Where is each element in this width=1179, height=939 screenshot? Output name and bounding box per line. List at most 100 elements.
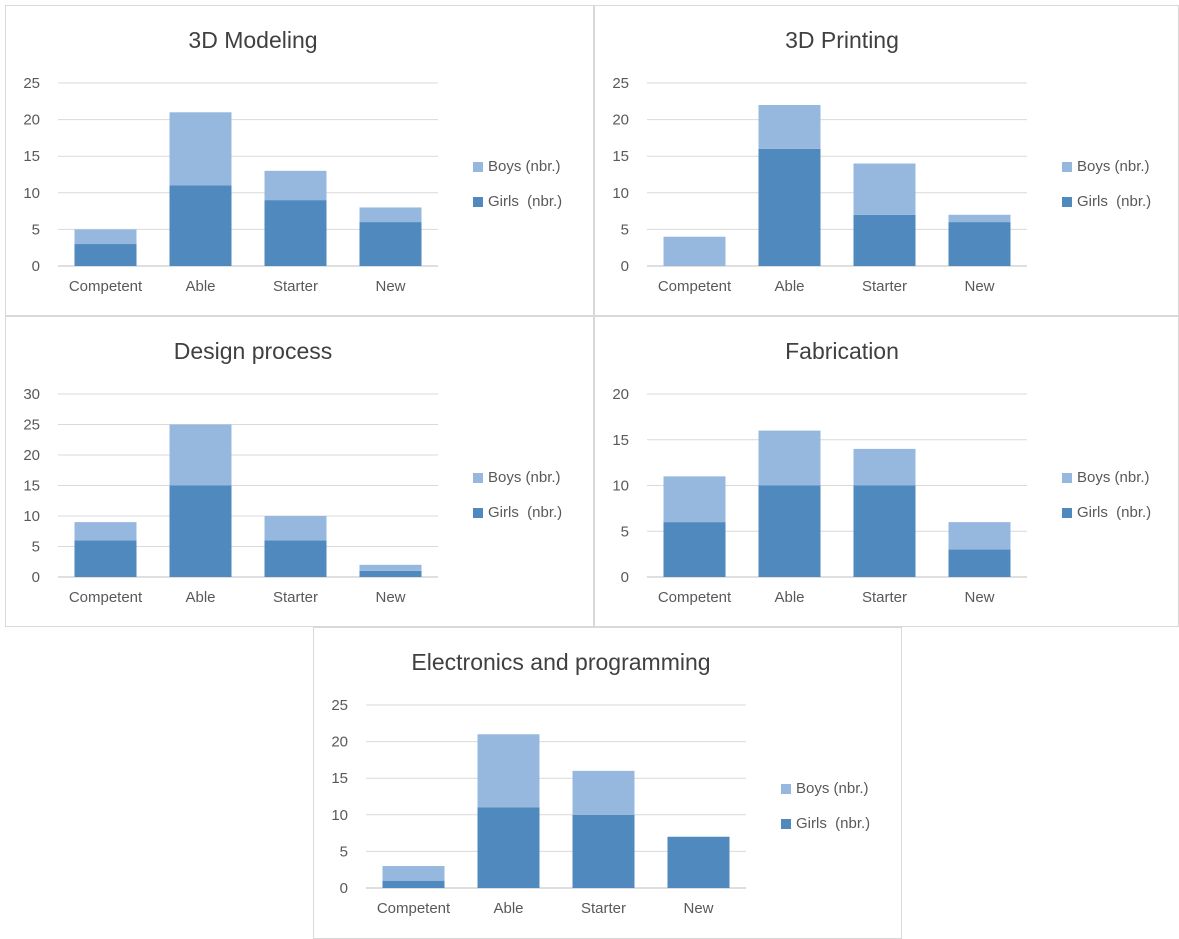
bar-girls-able bbox=[758, 485, 821, 577]
y-tick-label: 15 bbox=[331, 770, 348, 787]
legend-swatch-boys bbox=[1062, 473, 1072, 483]
x-tick-label: Starter bbox=[273, 278, 318, 295]
x-tick-label: Competent bbox=[658, 589, 732, 606]
chart-title: Fabrication bbox=[785, 338, 899, 364]
x-tick-label: Competent bbox=[658, 278, 732, 295]
y-tick-label: 25 bbox=[23, 417, 40, 434]
y-tick-label: 15 bbox=[23, 478, 40, 495]
bar-boys-able bbox=[477, 734, 540, 808]
bar-girls-new bbox=[948, 549, 1011, 577]
x-tick-label: Starter bbox=[273, 589, 318, 606]
bar-boys-able bbox=[169, 112, 232, 186]
bar-girls-competent bbox=[74, 540, 137, 577]
bar-boys-starter bbox=[572, 770, 635, 815]
x-tick-label: Able bbox=[185, 278, 215, 295]
legend-label-girls: Girls (nbr.) bbox=[488, 504, 562, 521]
y-tick-label: 0 bbox=[621, 569, 629, 586]
x-tick-label: New bbox=[683, 900, 713, 917]
bar-girls-competent bbox=[382, 880, 445, 888]
chart-svg-design-process: Design process 0 5 10 15 20 25 30 Competent Able S… bbox=[23, 338, 562, 606]
bar-boys-starter bbox=[264, 516, 327, 541]
y-tick-label: 20 bbox=[612, 386, 629, 403]
bar-girls-new bbox=[667, 836, 730, 888]
y-tick-label: 20 bbox=[612, 112, 629, 129]
chart-panel-3d-printing: 3D Printing 0 5 10 15 20 25 Competent Able Starte… bbox=[594, 5, 1179, 316]
y-tick-label: 15 bbox=[23, 148, 40, 165]
bar-boys-able bbox=[758, 430, 821, 486]
bar-boys-competent bbox=[663, 236, 726, 266]
x-tick-label: Able bbox=[774, 589, 804, 606]
legend-label-girls: Girls (nbr.) bbox=[1077, 193, 1151, 210]
y-tick-label: 0 bbox=[32, 569, 40, 586]
y-tick-label: 5 bbox=[340, 843, 348, 860]
x-tick-label: Competent bbox=[377, 900, 451, 917]
y-tick-label: 25 bbox=[331, 697, 348, 714]
legend-swatch-girls bbox=[781, 819, 791, 829]
legend-label-boys: Boys (nbr.) bbox=[796, 780, 869, 797]
bar-boys-able bbox=[758, 104, 821, 149]
chart-svg-fabrication: Fabrication 0 5 10 15 20 Competent Able Starter N… bbox=[612, 338, 1151, 606]
chart-title: Design process bbox=[174, 338, 333, 364]
bar-boys-starter bbox=[853, 448, 916, 486]
x-tick-label: New bbox=[375, 278, 405, 295]
bar-girls-starter bbox=[264, 200, 327, 266]
bar-girls-new bbox=[948, 222, 1011, 266]
y-tick-label: 10 bbox=[331, 807, 348, 824]
legend-label-girls: Girls (nbr.) bbox=[1077, 504, 1151, 521]
y-tick-label: 5 bbox=[621, 221, 629, 238]
legend-label-boys: Boys (nbr.) bbox=[1077, 158, 1150, 175]
y-tick-label: 5 bbox=[621, 523, 629, 540]
y-tick-label: 0 bbox=[621, 258, 629, 275]
legend-swatch-girls bbox=[473, 197, 483, 207]
y-tick-label: 5 bbox=[32, 539, 40, 556]
legend-swatch-boys bbox=[1062, 162, 1072, 172]
legend-swatch-boys bbox=[781, 784, 791, 794]
bar-boys-starter bbox=[853, 163, 916, 215]
x-tick-label: New bbox=[964, 589, 994, 606]
bar-boys-competent bbox=[74, 229, 137, 245]
x-tick-label: Starter bbox=[581, 900, 626, 917]
x-tick-label: Able bbox=[774, 278, 804, 295]
bar-boys-new bbox=[948, 214, 1011, 223]
x-tick-label: Able bbox=[493, 900, 523, 917]
bar-girls-new bbox=[359, 222, 422, 266]
bar-girls-able bbox=[169, 185, 232, 266]
bar-girls-able bbox=[477, 807, 540, 888]
chart-title: 3D Printing bbox=[785, 27, 899, 53]
chart-title: 3D Modeling bbox=[188, 27, 317, 53]
y-tick-label: 10 bbox=[612, 185, 629, 202]
y-tick-label: 15 bbox=[612, 148, 629, 165]
chart-svg-3d-printing: 3D Printing 0 5 10 15 20 25 Competent Able Starte… bbox=[612, 27, 1151, 295]
bar-boys-competent bbox=[663, 476, 726, 523]
bar-girls-able bbox=[758, 148, 821, 266]
x-tick-label: Competent bbox=[69, 278, 143, 295]
legend-swatch-girls bbox=[1062, 197, 1072, 207]
chart-svg-electronics-and-programming: Electronics and programming 0 5 10 15 20 25 Com… bbox=[331, 649, 870, 917]
y-tick-label: 0 bbox=[340, 880, 348, 897]
bar-girls-starter bbox=[853, 485, 916, 577]
x-tick-label: New bbox=[964, 278, 994, 295]
chart-title: Electronics and programming bbox=[411, 649, 710, 675]
bar-boys-competent bbox=[382, 866, 445, 881]
y-tick-label: 25 bbox=[23, 75, 40, 92]
bar-girls-starter bbox=[572, 814, 635, 888]
y-tick-label: 20 bbox=[23, 112, 40, 129]
chart-panel-design-process: Design process 0 5 10 15 20 25 30 Competent Able S… bbox=[5, 316, 594, 627]
legend-label-girls: Girls (nbr.) bbox=[796, 815, 870, 832]
x-tick-label: New bbox=[375, 589, 405, 606]
bar-girls-starter bbox=[853, 214, 916, 266]
chart-panel-fabrication: Fabrication 0 5 10 15 20 Competent Able Starter N… bbox=[594, 316, 1179, 627]
bar-girls-able bbox=[169, 485, 232, 577]
y-tick-label: 0 bbox=[32, 258, 40, 275]
x-tick-label: Starter bbox=[862, 589, 907, 606]
bar-girls-competent bbox=[74, 244, 137, 266]
bar-girls-new bbox=[359, 570, 422, 577]
bar-boys-competent bbox=[74, 522, 137, 541]
y-tick-label: 15 bbox=[612, 432, 629, 449]
bar-boys-new bbox=[359, 564, 422, 571]
bar-boys-starter bbox=[264, 170, 327, 201]
legend-swatch-girls bbox=[1062, 508, 1072, 518]
legend-label-girls: Girls (nbr.) bbox=[488, 193, 562, 210]
legend-label-boys: Boys (nbr.) bbox=[488, 158, 561, 175]
y-tick-label: 10 bbox=[23, 185, 40, 202]
